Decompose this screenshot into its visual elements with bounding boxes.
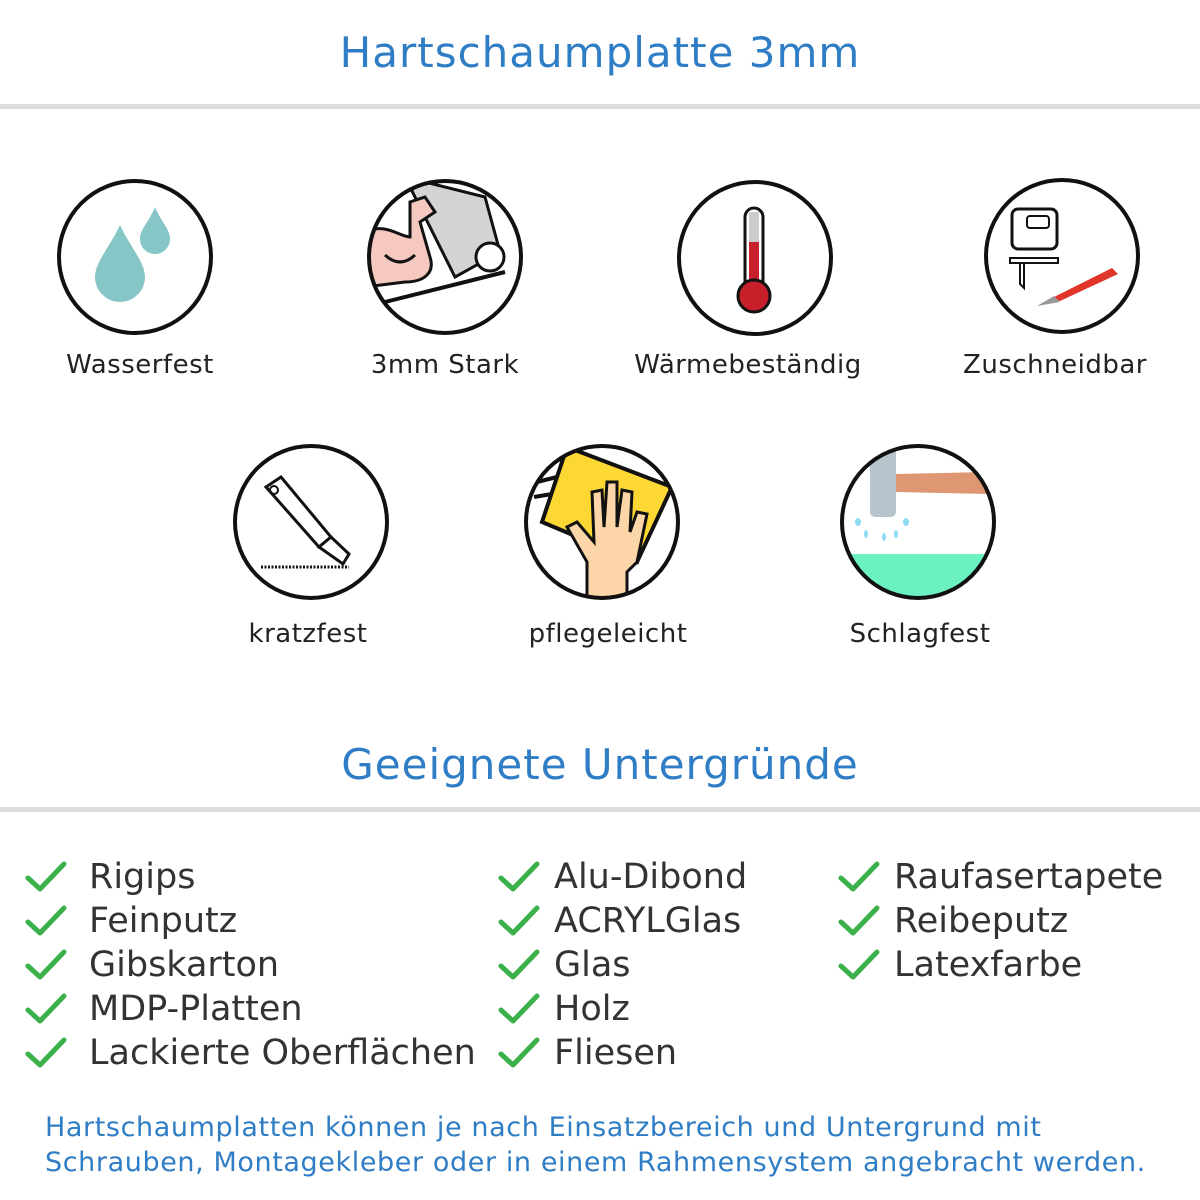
feature-label: Schlagfest — [849, 619, 991, 649]
list-item: ACRYLGlas — [498, 899, 747, 943]
check-icon — [498, 948, 540, 982]
footer-line: Schrauben, Montagekleber oder in einem R… — [45, 1147, 1146, 1178]
list-item-label: Glas — [554, 945, 631, 985]
hammer-icon — [840, 444, 996, 600]
list-item: Raufasertapete — [838, 855, 1163, 899]
list-item-label: MDP-Platten — [89, 989, 303, 1029]
list-item-label: ACRYLGlas — [554, 901, 742, 941]
check-icon — [25, 860, 67, 894]
list-item-label: Gibskarton — [89, 945, 280, 985]
list-item: Fliesen — [498, 1031, 747, 1075]
footer-note: Hartschaumplatten können je nach Einsatz… — [45, 1110, 1195, 1180]
cutter-knife-icon — [233, 444, 389, 600]
feature-label: Wasserfest — [66, 350, 214, 380]
list-item-label: Fliesen — [554, 1033, 678, 1073]
check-icon — [498, 1036, 540, 1070]
check-icon — [25, 948, 67, 982]
water-drops-icon — [57, 179, 213, 335]
list-item-label: Rigips — [89, 857, 196, 897]
list-item: Feinputz — [25, 899, 476, 943]
feature-label: kratzfest — [248, 619, 368, 649]
feature-label: pflegeleicht — [528, 619, 688, 649]
check-icon — [25, 904, 67, 938]
list-item-label: Feinputz — [89, 901, 238, 941]
check-icon — [498, 992, 540, 1026]
list-item: Reibeputz — [838, 899, 1163, 943]
section-title: Geeignete Untergründe — [341, 740, 859, 789]
check-icon — [25, 1036, 67, 1070]
page-title: Hartschaumplatte 3mm — [339, 28, 861, 77]
check-icon — [838, 860, 880, 894]
divider — [0, 104, 1200, 109]
list-item: Latexfarbe — [838, 943, 1163, 987]
list-item-label: Alu-Dibond — [554, 857, 748, 897]
check-icon — [25, 992, 67, 1026]
cleaning-hand-icon — [524, 444, 680, 600]
jigsaw-knife-icon — [984, 178, 1140, 334]
divider — [0, 807, 1200, 812]
feature-label: 3mm Stark — [370, 350, 520, 380]
strong-arm-icon — [367, 179, 523, 335]
feature-label: Zuschneidbar — [963, 350, 1147, 380]
surface-list-1: Rigips Feinputz Gibskarton MDP-Platten L… — [25, 855, 476, 1075]
surface-list-3: Raufasertapete Reibeputz Latexfarbe — [838, 855, 1163, 987]
check-icon — [498, 904, 540, 938]
list-item-label: Reibeputz — [894, 901, 1069, 941]
list-item: Alu-Dibond — [498, 855, 747, 899]
list-item-label: Lackierte Oberflächen — [89, 1033, 476, 1073]
surface-list-2: Alu-Dibond ACRYLGlas Glas Holz Fliesen — [498, 855, 747, 1075]
list-item: Glas — [498, 943, 747, 987]
list-item: MDP-Platten — [25, 987, 476, 1031]
feature-label: Wärmebeständig — [634, 350, 862, 380]
check-icon — [838, 948, 880, 982]
list-item-label: Holz — [554, 989, 630, 1029]
list-item: Lackierte Oberflächen — [25, 1031, 476, 1075]
check-icon — [498, 860, 540, 894]
thermometer-icon — [677, 180, 833, 336]
check-icon — [838, 904, 880, 938]
list-item-label: Latexfarbe — [894, 945, 1083, 985]
list-item: Gibskarton — [25, 943, 476, 987]
footer-line: Hartschaumplatten können je nach Einsatz… — [45, 1112, 1042, 1143]
list-item: Holz — [498, 987, 747, 1031]
list-item: Rigips — [25, 855, 476, 899]
list-item-label: Raufasertapete — [894, 857, 1164, 897]
